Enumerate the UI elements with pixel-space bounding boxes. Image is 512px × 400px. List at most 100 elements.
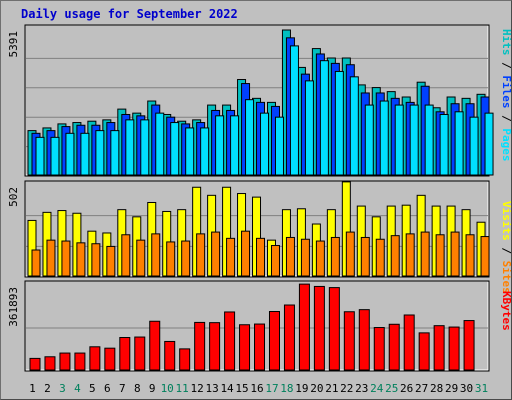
- bar-kbytes-day-3: [59, 352, 71, 371]
- legend-hits: Hits: [500, 29, 511, 56]
- day-label-10: 10: [161, 382, 174, 395]
- bar-kbytes-day-17: [268, 311, 280, 371]
- bar-kbytes-day-19: [298, 283, 310, 371]
- bar-kbytes-day-13: [209, 322, 221, 371]
- bar-kbytes-day-22: [343, 311, 355, 371]
- day-label-29: 29: [445, 382, 458, 395]
- bar-kbytes-day-28: [433, 325, 445, 371]
- bar-sites-day-25: [390, 235, 400, 277]
- bar-kbytes-day-25: [388, 323, 400, 371]
- chart-title: Daily usage for September 2022: [21, 7, 238, 21]
- bar-pages-day-5: [95, 130, 105, 176]
- day-label-12: 12: [191, 382, 204, 395]
- legend-separator: /: [500, 56, 511, 76]
- bar-kbytes-day-11: [179, 348, 191, 371]
- bar-pages-day-27: [424, 104, 434, 176]
- bar-pages-day-2: [50, 136, 60, 176]
- bar-kbytes-day-16: [254, 323, 266, 371]
- ymax-label-visits-sites: 502: [7, 187, 20, 207]
- bar-pages-day-20: [319, 60, 329, 176]
- legend-separator: /: [500, 241, 511, 261]
- bar-kbytes-day-10: [164, 340, 176, 371]
- bar-sites-day-18: [285, 236, 295, 277]
- bar-kbytes-day-27: [418, 332, 430, 371]
- bar-pages-day-25: [394, 104, 404, 176]
- bar-pages-day-14: [230, 115, 240, 176]
- day-label-20: 20: [310, 382, 323, 395]
- legend-separator: /: [500, 109, 511, 129]
- bar-sites-day-16: [256, 237, 266, 277]
- bar-pages-day-7: [125, 119, 135, 176]
- bar-pages-day-30: [469, 116, 479, 176]
- bar-pages-day-13: [215, 115, 225, 176]
- ymax-label-kbytes: 361893: [7, 287, 20, 327]
- bar-kbytes-day-23: [358, 309, 370, 371]
- bar-sites-day-30: [465, 234, 475, 277]
- bar-pages-day-24: [379, 100, 389, 176]
- day-label-21: 21: [325, 382, 338, 395]
- day-label-13: 13: [205, 382, 218, 395]
- day-label-16: 16: [250, 382, 263, 395]
- bar-sites-day-24: [375, 238, 385, 277]
- bar-sites-day-20: [315, 240, 325, 277]
- day-label-24: 24: [370, 382, 384, 395]
- bar-kbytes-day-9: [149, 320, 161, 371]
- bar-kbytes-day-4: [74, 352, 86, 371]
- bar-pages-day-28: [439, 113, 449, 176]
- bar-pages-day-10: [170, 122, 180, 176]
- bar-sites-day-22: [345, 231, 355, 277]
- day-label-22: 22: [340, 382, 353, 395]
- bar-pages-day-4: [80, 132, 90, 176]
- bar-sites-day-15: [241, 230, 251, 277]
- ymax-label-hits-files-pages: 5391: [7, 31, 20, 58]
- bar-kbytes-day-12: [194, 321, 206, 371]
- day-label-18: 18: [280, 382, 293, 395]
- bar-sites-day-2: [46, 239, 56, 277]
- bar-kbytes-day-26: [403, 314, 415, 371]
- bar-kbytes-day-30: [463, 320, 475, 371]
- day-label-7: 7: [119, 382, 126, 395]
- bar-kbytes-day-21: [328, 287, 340, 371]
- bar-sites-day-19: [300, 238, 310, 277]
- bar-sites-day-7: [121, 234, 131, 277]
- bar-sites-day-3: [61, 240, 71, 277]
- bar-sites-day-26: [405, 233, 415, 277]
- bar-sites-day-17: [270, 245, 280, 277]
- bar-pages-day-11: [185, 127, 195, 176]
- bar-kbytes-day-15: [239, 324, 251, 371]
- right-legend-hits-files-pages: Hits / Files / Pages: [500, 29, 511, 162]
- bar-pages-day-17: [274, 116, 284, 176]
- bar-pages-day-9: [155, 112, 165, 176]
- day-label-11: 11: [176, 382, 189, 395]
- bar-kbytes-day-7: [119, 337, 131, 371]
- bar-sites-day-31: [480, 236, 490, 277]
- bar-kbytes-day-18: [283, 304, 295, 371]
- bar-sites-day-10: [166, 241, 176, 277]
- bar-pages-day-29: [454, 111, 464, 176]
- bar-sites-day-13: [211, 231, 221, 277]
- bar-kbytes-day-24: [373, 327, 385, 371]
- bar-kbytes-day-2: [44, 356, 56, 371]
- bar-sites-day-4: [76, 242, 86, 277]
- bar-pages-day-16: [260, 112, 270, 176]
- bar-pages-day-3: [65, 132, 75, 176]
- day-label-6: 6: [104, 382, 111, 395]
- bar-sites-day-8: [136, 239, 146, 277]
- bar-pages-day-15: [245, 99, 255, 176]
- bar-kbytes-day-20: [313, 285, 325, 371]
- bar-kbytes-day-14: [224, 311, 236, 371]
- day-label-15: 15: [235, 382, 248, 395]
- day-label-19: 19: [295, 382, 308, 395]
- day-label-8: 8: [134, 382, 141, 395]
- bar-pages-day-21: [334, 70, 344, 176]
- bar-sites-day-11: [181, 240, 191, 277]
- day-label-27: 27: [415, 382, 428, 395]
- bar-pages-day-1: [35, 136, 45, 176]
- bar-sites-day-6: [106, 245, 116, 277]
- day-label-31: 31: [475, 382, 488, 395]
- bar-sites-day-29: [450, 231, 460, 277]
- day-label-23: 23: [355, 382, 368, 395]
- day-label-28: 28: [430, 382, 443, 395]
- bar-pages-day-18: [289, 45, 299, 176]
